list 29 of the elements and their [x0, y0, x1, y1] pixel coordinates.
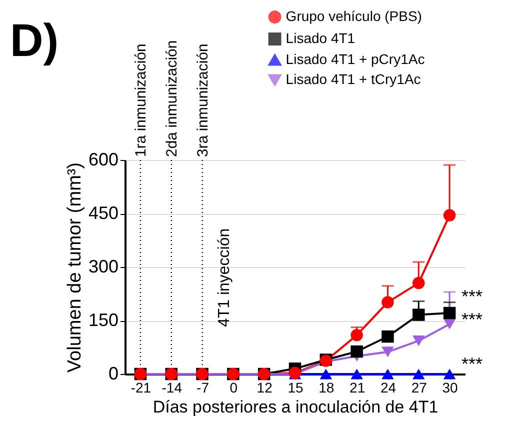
- ref-line-label: 3ra inmunización: [194, 44, 212, 157]
- x-tick-label: 0: [230, 380, 238, 396]
- x-tick-label: -7: [196, 380, 210, 396]
- x-tick-label: 24: [380, 380, 396, 396]
- x-tick-label: 15: [288, 380, 304, 396]
- annotation: 4T1 inyección: [216, 228, 233, 328]
- x-tick-label: 12: [256, 380, 273, 396]
- y-tick-label: 450: [88, 203, 118, 223]
- y-tick-label: 300: [88, 256, 118, 276]
- y-tick-label: 150: [88, 310, 118, 330]
- x-tick-label: -21: [130, 380, 152, 396]
- ref-line-label: 1ra inmunización: [132, 44, 150, 157]
- y-tick-label: 600: [88, 150, 118, 170]
- ref-line-label: 2da inmunización: [163, 40, 180, 157]
- legend-label: Grupo vehículo (PBS): [286, 8, 422, 24]
- chart-title: D): [10, 14, 59, 66]
- annotation: ***: [462, 354, 483, 374]
- x-axis-title: Días posteriores a inoculación de 4T1: [152, 398, 438, 416]
- legend-label: Lisado 4T1: [286, 30, 356, 46]
- legend-label: Lisado 4T1 + pCry1Ac: [286, 51, 425, 67]
- y-axis-title: Volumen de tumor (mm³): [64, 162, 86, 373]
- legend-label: Lisado 4T1 + tCry1Ac: [286, 71, 421, 87]
- annotation: ***: [462, 286, 483, 306]
- x-tick-label: -14: [162, 380, 182, 396]
- x-tick-label: 21: [350, 380, 366, 396]
- annotation: ***: [462, 310, 483, 330]
- x-tick-label: 27: [411, 380, 428, 396]
- x-tick-label: 30: [442, 380, 458, 396]
- x-tick-label: 18: [318, 380, 334, 396]
